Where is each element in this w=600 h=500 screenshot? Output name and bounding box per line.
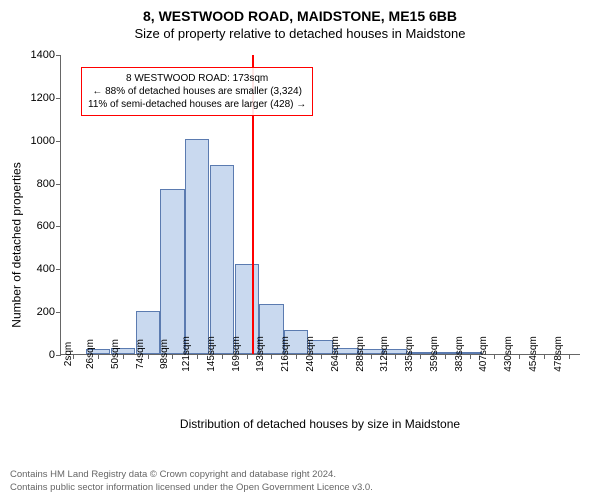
bar: [160, 189, 184, 354]
x-tick-label: 478sqm: [547, 336, 564, 372]
x-tick-label: 240sqm: [299, 336, 316, 372]
x-tick-mark: [519, 354, 520, 359]
x-tick-label: 74sqm: [129, 339, 146, 369]
y-tick-mark: [56, 312, 61, 313]
x-tick-mark: [569, 354, 570, 359]
x-tick-label: 50sqm: [104, 339, 121, 369]
y-tick-mark: [56, 55, 61, 56]
y-axis-label: Number of detached properties: [10, 162, 24, 327]
x-tick-mark: [247, 354, 248, 359]
page-title-sub: Size of property relative to detached ho…: [0, 24, 600, 45]
x-tick-mark: [172, 354, 173, 359]
x-axis-label: Distribution of detached houses by size …: [60, 413, 580, 431]
y-tick-mark: [56, 184, 61, 185]
x-tick-label: 288sqm: [349, 336, 366, 372]
attribution-text: Contains HM Land Registry data © Crown c…: [10, 469, 373, 494]
bar: [185, 139, 209, 354]
x-tick-mark: [346, 354, 347, 359]
x-tick-label: 383sqm: [448, 336, 465, 372]
x-tick-mark: [445, 354, 446, 359]
y-tick-mark: [56, 226, 61, 227]
x-tick-mark: [544, 354, 545, 359]
x-tick-mark: [470, 354, 471, 359]
x-tick-mark: [371, 354, 372, 359]
x-tick-label: 312sqm: [373, 336, 390, 372]
x-tick-mark: [98, 354, 99, 359]
x-tick-mark: [148, 354, 149, 359]
x-tick-mark: [395, 354, 396, 359]
x-tick-mark: [271, 354, 272, 359]
x-tick-label: 359sqm: [423, 336, 440, 372]
page-title-main: 8, WESTWOOD ROAD, MAIDSTONE, ME15 6BB: [0, 0, 600, 24]
x-tick-mark: [73, 354, 74, 359]
x-tick-mark: [321, 354, 322, 359]
annotation-line2: ← 88% of detached houses are smaller (3,…: [88, 85, 306, 98]
attribution-line1: Contains HM Land Registry data © Crown c…: [10, 469, 373, 481]
x-tick-label: 454sqm: [522, 336, 539, 372]
x-tick-label: 264sqm: [324, 336, 341, 372]
attribution-line2: Contains public sector information licen…: [10, 482, 373, 494]
y-tick-mark: [56, 269, 61, 270]
x-tick-label: 216sqm: [274, 336, 291, 372]
x-tick-mark: [197, 354, 198, 359]
annotation-line3: 11% of semi-detached houses are larger (…: [88, 98, 306, 111]
annotation-box: 8 WESTWOOD ROAD: 173sqm← 88% of detached…: [81, 67, 313, 116]
x-tick-mark: [296, 354, 297, 359]
chart-container: Number of detached properties 0200400600…: [0, 45, 600, 445]
x-tick-mark: [494, 354, 495, 359]
y-tick-mark: [56, 98, 61, 99]
x-tick-mark: [123, 354, 124, 359]
x-tick-label: 430sqm: [497, 336, 514, 372]
x-tick-label: 26sqm: [79, 339, 96, 369]
x-tick-label: 335sqm: [398, 336, 415, 372]
x-tick-label: 2sqm: [57, 342, 74, 366]
x-tick-label: 121sqm: [175, 336, 192, 372]
x-tick-mark: [222, 354, 223, 359]
x-tick-mark: [420, 354, 421, 359]
x-tick-label: 98sqm: [153, 339, 170, 369]
plot-area: 02004006008001000120014002sqm26sqm50sqm7…: [60, 55, 580, 355]
y-tick-mark: [56, 141, 61, 142]
bar: [210, 165, 234, 354]
x-tick-label: 407sqm: [473, 336, 490, 372]
x-tick-label: 169sqm: [225, 336, 242, 372]
annotation-line1: 8 WESTWOOD ROAD: 173sqm: [88, 72, 306, 85]
x-tick-label: 145sqm: [200, 336, 217, 372]
